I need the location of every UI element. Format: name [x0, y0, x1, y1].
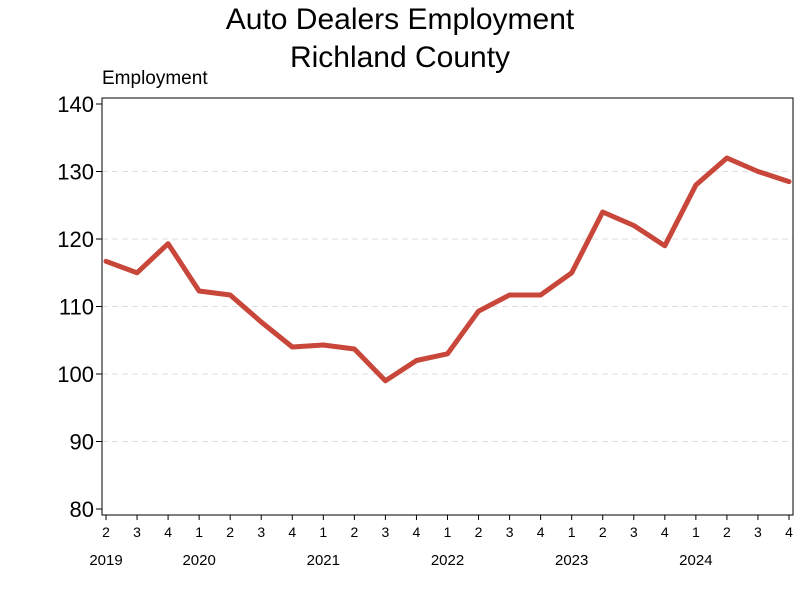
- chart-title: Auto Dealers Employment: [225, 3, 575, 36]
- y-tick-label: 110: [59, 295, 94, 320]
- x-quarter-label: 3: [630, 524, 638, 540]
- x-axis: 2 3 4 1 2 3 4 1 2 3 4 1 2 3 4 1 2 3 4 1 2 3 4 2019 2020 2021 2022 2…: [89, 515, 793, 569]
- x-year-label: 2021: [307, 552, 340, 569]
- x-quarter-label: 4: [288, 524, 296, 540]
- x-quarter-label: 4: [785, 524, 793, 540]
- x-quarter-label: 3: [382, 524, 390, 540]
- x-quarter-label: 3: [257, 524, 265, 540]
- x-quarter-label: 1: [195, 524, 203, 540]
- x-year-label: 2022: [431, 552, 464, 569]
- x-quarter-label: 1: [568, 524, 576, 540]
- x-quarter-label: 1: [444, 524, 452, 540]
- x-quarter-label: 1: [319, 524, 327, 540]
- y-axis: 80 90 100 110 120 130 140: [57, 92, 102, 522]
- x-quarter-label: 2: [723, 524, 731, 540]
- x-year-label: 2019: [89, 552, 122, 569]
- x-quarter-label: 3: [506, 524, 514, 540]
- x-year-label: 2024: [679, 552, 712, 569]
- x-quarter-label: 4: [413, 524, 421, 540]
- x-quarter-label: 4: [537, 524, 545, 540]
- x-quarter-label: 2: [102, 524, 110, 540]
- y-tick-label: 80: [70, 497, 94, 522]
- chart-subtitle: Richland County: [289, 41, 511, 74]
- employment-series-line: [103, 155, 792, 384]
- y-tick-label: 90: [70, 430, 94, 455]
- gridlines: [102, 171, 793, 442]
- x-quarter-label: 2: [226, 524, 234, 540]
- y-axis-label: Employment: [102, 68, 208, 89]
- x-quarter-label: 1: [692, 524, 700, 540]
- y-tick-label: 140: [57, 92, 94, 117]
- x-quarter-label: 3: [133, 524, 141, 540]
- x-quarter-label: 2: [599, 524, 607, 540]
- x-quarter-label: 4: [661, 524, 669, 540]
- x-year-label: 2020: [182, 552, 215, 569]
- y-tick-label: 100: [57, 362, 94, 387]
- x-quarter-label: 2: [475, 524, 483, 540]
- x-quarter-label: 4: [164, 524, 172, 540]
- x-quarter-label: 2: [350, 524, 358, 540]
- x-quarter-label: 3: [754, 524, 762, 540]
- y-tick-label: 120: [57, 227, 94, 252]
- x-year-label: 2023: [555, 552, 588, 569]
- y-tick-label: 130: [57, 160, 94, 185]
